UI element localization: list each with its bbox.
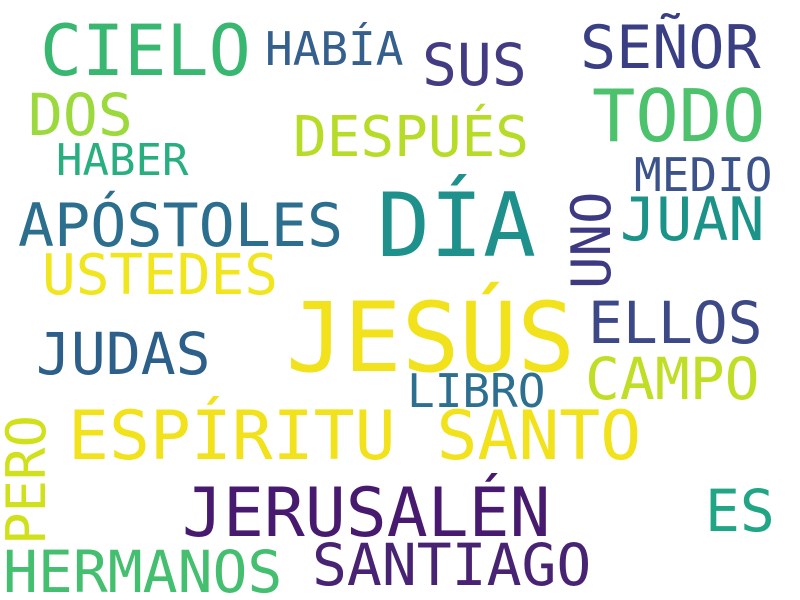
word-judas: JUDAS (36, 320, 211, 388)
word-sus: SUS (422, 31, 527, 99)
word-espiritu-santo: ESPÍRITU SANTO (68, 397, 642, 476)
word-jerusalen: JERUSALÉN (182, 474, 551, 553)
word-habia: HABÍA (265, 22, 404, 76)
word-medio: MEDIO (634, 148, 773, 202)
word-campo: CAMPO (585, 345, 760, 413)
word-cielo: CIELO (40, 10, 251, 92)
word-santiago: SANTIAGO (312, 531, 592, 599)
word-despues: DESPUÉS (293, 105, 530, 170)
word-libro: LIBRO (407, 364, 546, 418)
word-es: ES (705, 477, 775, 545)
word-haber: HABER (56, 135, 189, 186)
word-pero: PERO (0, 414, 58, 545)
word-dia: DÍA (377, 174, 536, 277)
word-ellos: ELLOS (588, 289, 763, 357)
word-todo: TODO (592, 74, 766, 158)
word-juan: JUAN (620, 185, 765, 255)
word-apostoles: APÓSTOLES (18, 191, 344, 261)
word-jesus: JESÚS (286, 282, 575, 394)
word-dos: DOS (28, 81, 133, 149)
word-uno: UNO (560, 191, 623, 289)
word-senor: SEÑOR (580, 13, 761, 83)
word-hermanos: HERMANOS (3, 538, 283, 600)
word-ustedes: USTEDES (42, 243, 279, 308)
